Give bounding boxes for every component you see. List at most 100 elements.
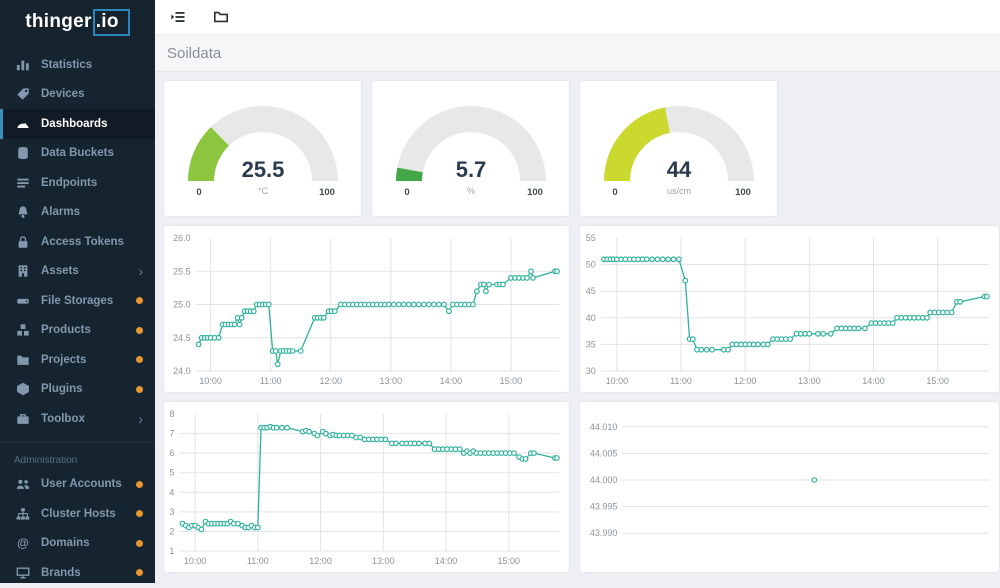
sidebar-item-toolbox[interactable]: Toolbox › (0, 404, 155, 434)
briefcase-icon (16, 411, 31, 426)
sidebar-item-label: Assets (41, 265, 79, 278)
users-icon (16, 477, 31, 492)
chart-markers (179, 423, 560, 533)
sidebar-item-alarms[interactable]: Alarms (0, 198, 155, 228)
svg-text:@: @ (17, 536, 29, 550)
folder-icon (16, 352, 31, 367)
gauge-min-label: 0 (196, 187, 201, 198)
sidebar-item-user-accounts[interactable]: User Accounts (0, 470, 155, 500)
notification-dot (136, 385, 143, 393)
y-tick-label: 43.995 (590, 502, 618, 512)
gauge-max-label: 100 (735, 187, 751, 198)
x-tick-label: 14:00 (862, 376, 885, 386)
y-tick-label: 24.5 (173, 333, 191, 343)
database-icon (16, 146, 31, 161)
chevron-right-icon: › (138, 410, 143, 427)
x-tick-label: 10:00 (606, 376, 629, 386)
x-tick-label: 13:00 (798, 376, 821, 386)
y-tick-label: 1 (169, 546, 174, 556)
sidebar-item-statistics[interactable]: Statistics (0, 50, 155, 80)
boxes-icon (16, 323, 31, 338)
y-tick-label: 55 (586, 233, 596, 243)
logo-text: thinger (25, 11, 92, 32)
sidebar-item-cluster-hosts[interactable]: Cluster Hosts (0, 499, 155, 529)
line-chart-svg: 10:00 11:00 12:00 13:00 14:00 15:00 24.0 24.5 25… (173, 233, 560, 386)
gauge-widget-2: 5.7% 0 100 (371, 80, 570, 217)
sidebar-item-label: Products (41, 324, 91, 337)
list-icon (16, 175, 31, 190)
y-tick-label: 30 (586, 366, 596, 376)
tachometer-icon (16, 116, 31, 131)
sidebar-item-label: User Accounts (41, 478, 122, 491)
topbar (155, 0, 1000, 35)
logo-accent-box: .io (92, 8, 130, 36)
gauge-arc: 44 us/cm 0 100 (603, 105, 754, 198)
sidebar-item-devices[interactable]: Devices (0, 80, 155, 110)
y-tick-label: 5 (169, 468, 174, 478)
sidebar-item-domains[interactable]: @ Domains (0, 529, 155, 559)
notification-dot (136, 569, 143, 577)
gauge-arc: 25.5 °C 0 100 (187, 105, 338, 198)
sidebar-section-label: Administration (14, 454, 78, 466)
gauge-value: 25.5 (241, 157, 284, 182)
y-tick-label: 40 (586, 313, 596, 323)
sidebar-item-label: Domains (41, 537, 90, 550)
main-area: Soildata 25.5 °C 0 100 5.7% 0 100 44 us/cm 0 100 1… (155, 0, 1000, 583)
x-tick-label: 13:00 (380, 376, 403, 386)
sidebar-item-label: Endpoints (41, 176, 98, 189)
y-tick-label: 44.010 (590, 422, 618, 432)
folder-icon[interactable] (213, 9, 229, 25)
y-tick-label: 8 (169, 409, 174, 419)
x-tick-label: 11:00 (670, 376, 692, 386)
x-tick-label: 10:00 (184, 556, 207, 566)
gauge-max-label: 100 (527, 187, 543, 198)
x-tick-label: 12:00 (319, 376, 342, 386)
notification-dot (136, 326, 143, 334)
sidebar-item-plugins[interactable]: Plugins (0, 375, 155, 405)
sidebar-item-data-buckets[interactable]: Data Buckets (0, 139, 155, 169)
chart-markers (811, 477, 818, 483)
x-tick-label: 12:00 (309, 556, 332, 566)
gauge-unit: % (466, 186, 474, 196)
chart-4-conductivity-detail: 44.010 44.005 44.000 43.995 43.990 (579, 401, 1000, 573)
sidebar-divider (0, 441, 155, 443)
gauge-min-label: 0 (404, 187, 409, 198)
sidebar-item-label: Devices (41, 88, 85, 101)
x-tick-label: 11:00 (247, 556, 269, 566)
line-chart-svg: 10:00 11:00 12:00 13:00 14:00 15:00 1 2 3 4 5 6 7 8 (169, 409, 560, 566)
y-tick-label: 26.0 (173, 233, 191, 243)
sidebar-item-label: Projects (41, 353, 87, 366)
sidebar-item-access-tokens[interactable]: Access Tokens (0, 227, 155, 257)
sitemap-icon (16, 506, 31, 521)
sidebar-item-label: Alarms (41, 206, 80, 219)
y-tick-label: 44.000 (590, 475, 618, 485)
sidebar-item-file-storages[interactable]: File Storages (0, 286, 155, 316)
app-logo[interactable]: thinger .io (0, 0, 155, 44)
sidebar-item-dashboards[interactable]: Dashboards (0, 109, 155, 139)
y-tick-label: 44.005 (590, 448, 618, 458)
sidebar-item-endpoints[interactable]: Endpoints (0, 168, 155, 198)
chart-2-conductivity: 10:00 11:00 12:00 13:00 14:00 15:00 30 35 40 45 50… (579, 225, 1000, 393)
sidebar-item-label: Statistics (41, 58, 93, 71)
sidebar-item-products[interactable]: Products (0, 316, 155, 346)
sidebar-item-brands[interactable]: Brands (0, 558, 155, 588)
sidebar-item-assets[interactable]: Assets › (0, 257, 155, 287)
sidebar-toggle-icon[interactable] (170, 9, 186, 25)
x-tick-label: 15:00 (926, 376, 949, 386)
y-tick-label: 43.990 (590, 528, 618, 538)
notification-dot (136, 510, 143, 518)
y-tick-label: 2 (169, 526, 174, 536)
bar-chart-icon (16, 57, 31, 72)
sidebar-item-projects[interactable]: Projects (0, 345, 155, 375)
x-tick-label: 10:00 (199, 376, 222, 386)
line-chart-svg: 44.010 44.005 44.000 43.995 43.990 (590, 422, 989, 538)
y-tick-label: 25.5 (173, 266, 191, 276)
y-tick-label: 3 (169, 507, 174, 517)
x-tick-label: 15:00 (498, 556, 521, 566)
y-tick-label: 4 (169, 487, 174, 497)
chart-1-temperature: 10:00 11:00 12:00 13:00 14:00 15:00 24.0 24.5 25… (163, 225, 570, 393)
gauge-widget-1: 25.5 °C 0 100 (163, 80, 362, 217)
sidebar-item-label: Data Buckets (41, 147, 114, 160)
y-tick-label: 7 (169, 429, 174, 439)
gauge-min-label: 0 (612, 187, 617, 198)
